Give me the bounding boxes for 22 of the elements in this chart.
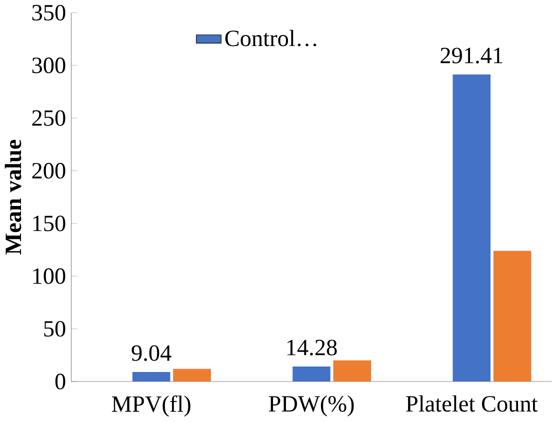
y-tick-label: 100	[33, 268, 66, 284]
bar	[292, 366, 330, 382]
y-tick-label: 300	[32, 58, 66, 74]
y-tick-label: 350	[32, 5, 66, 21]
bar	[333, 360, 372, 382]
data-label: 9.04	[132, 345, 172, 362]
x-tick-label: MPV(fl)	[112, 396, 190, 417]
bar	[173, 369, 211, 382]
y-tick-label: 0	[55, 374, 66, 390]
y-tick-label: 250	[32, 110, 66, 126]
bar	[132, 372, 170, 382]
y-tick-label: 150	[33, 216, 66, 232]
x-tick-label: PDW(%)	[268, 396, 354, 417]
y-axis-title: Mean value	[4, 140, 22, 255]
data-label: 14.28	[287, 340, 337, 356]
bar	[493, 251, 532, 382]
y-tick-label: 200	[32, 163, 66, 179]
x-tick-label: Platelet Count	[406, 396, 538, 412]
legend-label: Control…	[225, 30, 316, 47]
data-label: 291.41	[440, 48, 502, 64]
y-tick-label: 50	[44, 321, 66, 337]
bar	[452, 74, 491, 382]
